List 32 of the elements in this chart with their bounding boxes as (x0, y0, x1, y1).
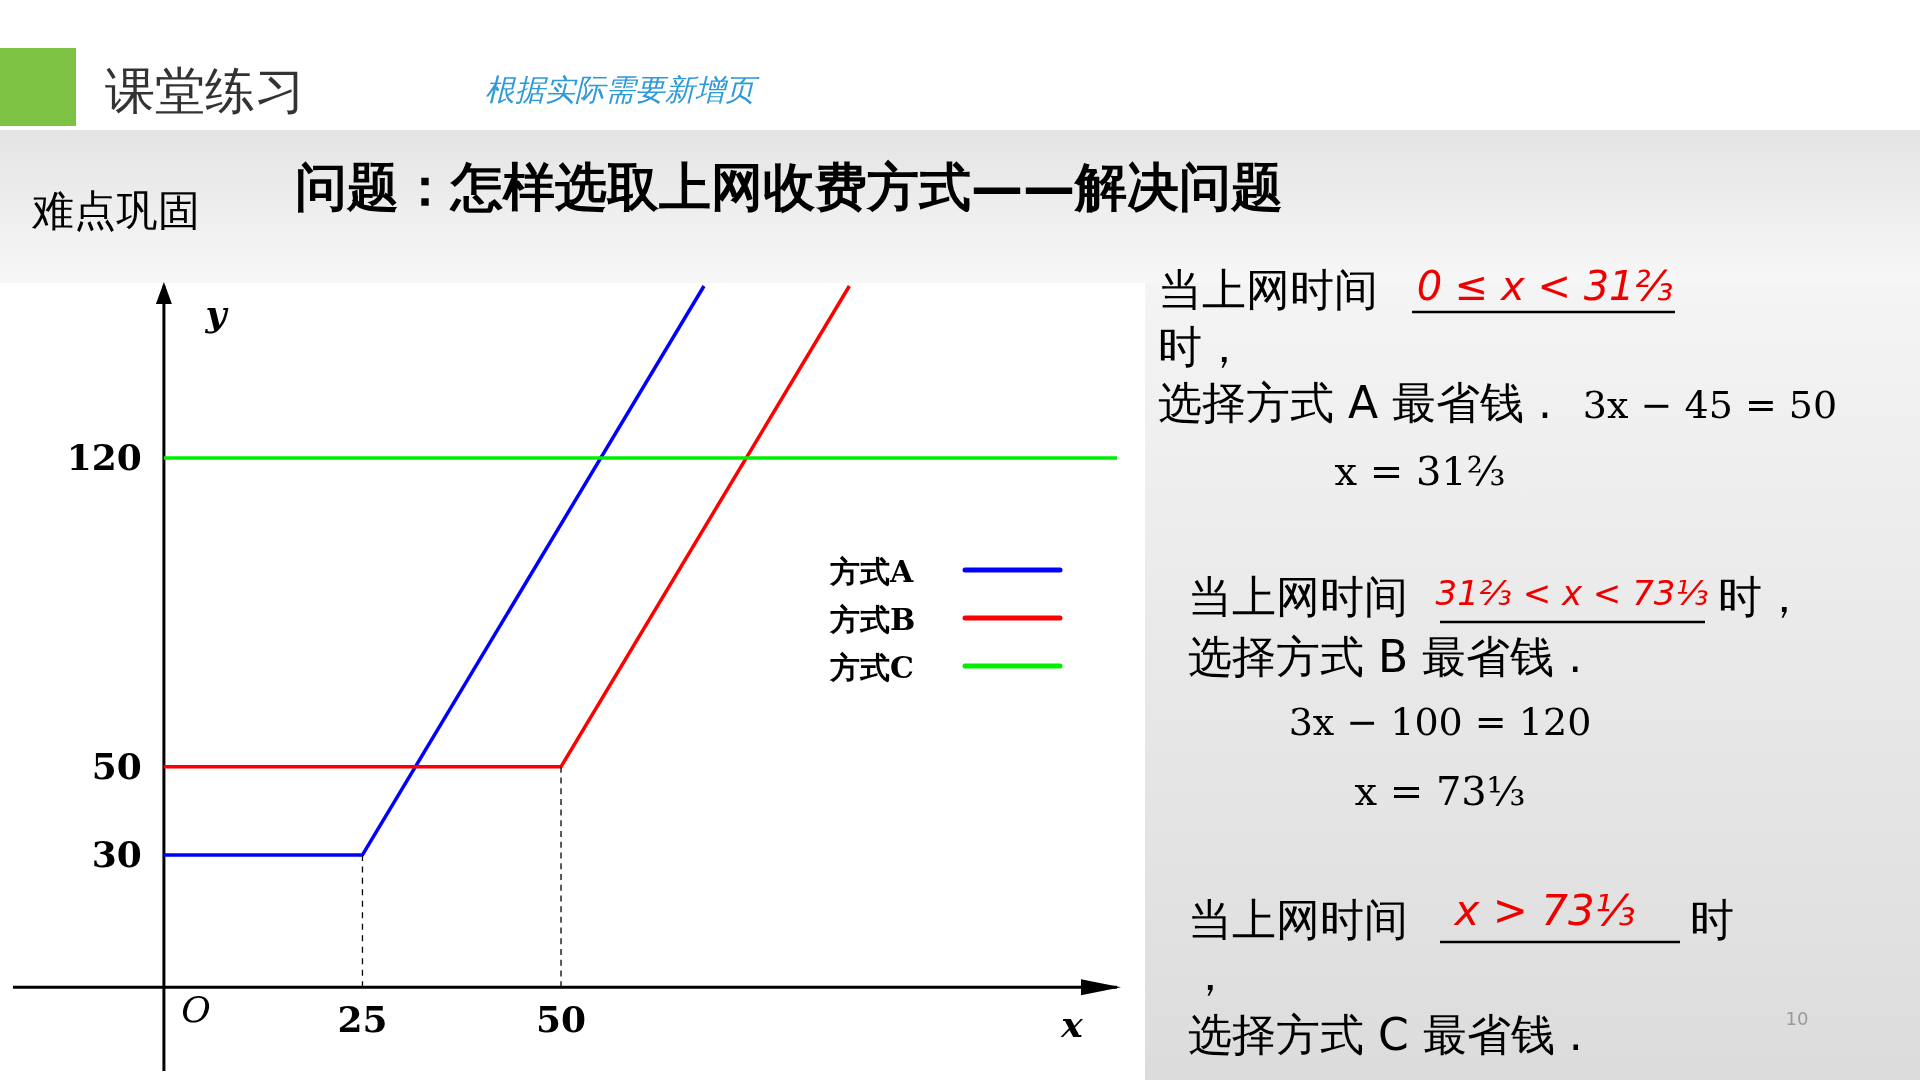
annotation: O (181, 989, 211, 1030)
y-tick-label: 50 (91, 744, 142, 787)
text: 难点巩固 (31, 186, 200, 235)
text: 31⅔ < x < 73⅓ (1435, 573, 1709, 613)
legend-label: 方式A (829, 554, 914, 589)
text: x = 31⅔ (1334, 448, 1506, 494)
text: 10 (1785, 1008, 1809, 1029)
y-axis-title: y (204, 292, 229, 334)
text: 3x − 100 = 120 (1288, 700, 1592, 744)
text: 3x − 45 = 50 (1582, 383, 1838, 427)
text: 当上网时间 (1188, 894, 1408, 945)
text: x = 73⅓ (1354, 768, 1526, 814)
text: ， (1188, 949, 1232, 1000)
x-axis-title: x (1060, 1003, 1084, 1046)
text: 时， (1718, 571, 1806, 622)
text: 0 ≤ x < 31⅔ (1416, 263, 1674, 309)
text: 课堂练习 (105, 62, 305, 120)
chart-title: 问题：怎样选取上网收费方式——解决问题 (295, 157, 1283, 217)
text: 选择方式 B 最省钱 . (1188, 631, 1583, 682)
text: 根据实际需要新增页 (485, 72, 760, 107)
text: 时， (1158, 321, 1246, 372)
text: x > 73⅓ (1452, 886, 1636, 935)
text: 当上网时间 (1158, 264, 1378, 315)
text: 选择方式 C 最省钱 . (1188, 1009, 1583, 1060)
legend-label: 方式B (829, 602, 916, 637)
x-tick-label: 25 (337, 998, 388, 1041)
text: 选择方式 A 最省钱 . (1158, 377, 1553, 428)
legend-label: 方式C (829, 650, 914, 685)
y-tick-label: 120 (66, 435, 142, 478)
text: 时 (1690, 894, 1734, 945)
y-tick-label: 30 (91, 832, 142, 875)
text: 当上网时间 (1188, 571, 1408, 622)
